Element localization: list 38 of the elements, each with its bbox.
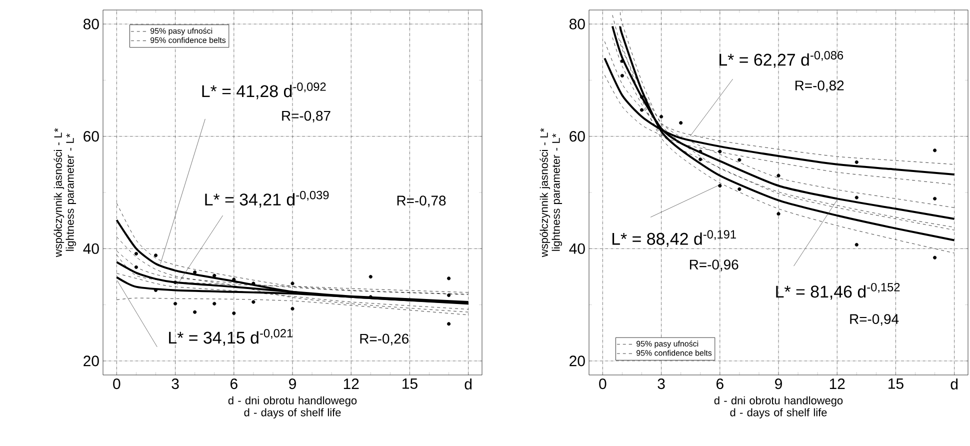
annotation: R=-0,78 bbox=[397, 196, 446, 208]
x-tick-label: d bbox=[950, 378, 958, 390]
annotation: L* = 88,42 d$^{-0,191}$ bbox=[612, 230, 736, 247]
x-tick-label: 3 bbox=[658, 378, 665, 390]
x-tick-label: 15 bbox=[402, 378, 418, 389]
annotation: R=-0,87 bbox=[282, 110, 330, 122]
annotation: R=-0,96 bbox=[690, 260, 738, 272]
y-tick-label: 80 bbox=[84, 18, 99, 30]
x-axis-title: d - dni obrotu handlowego d - days of shelf life bbox=[714, 396, 843, 418]
x-tick-label: 0 bbox=[113, 378, 120, 390]
x-tick-label: 12 bbox=[830, 378, 845, 389]
x-tick-label: 15 bbox=[888, 378, 904, 389]
annotation: R=-0,82 bbox=[795, 80, 844, 92]
x-tick-label: 6 bbox=[230, 378, 238, 390]
x-axis-title: d - dni obrotu handlowego d - days of shelf life bbox=[228, 396, 357, 418]
x-tick-label: 9 bbox=[289, 378, 296, 390]
annotation: L* = 34,21 d$^{-0,039}$ bbox=[205, 190, 329, 208]
annotation: L* = 34,15 d$^{-0,021}$ bbox=[169, 329, 293, 346]
y-tick-label: 80 bbox=[570, 18, 585, 30]
x-tick-label: 0 bbox=[599, 378, 606, 390]
x-tick-label: d bbox=[464, 378, 472, 390]
x-tick-label: 9 bbox=[775, 378, 782, 390]
annotation: L* = 81,46 d$^{-0,152}$ bbox=[776, 282, 900, 300]
annotation: R=-0,94 bbox=[850, 314, 899, 326]
y-tick-label: 60 bbox=[570, 131, 585, 142]
x-tick-label: 6 bbox=[716, 378, 724, 390]
y-tick-label: 20 bbox=[570, 356, 585, 366]
y-axis-title: współczynnik jasności - L* lightness parameter - L* bbox=[54, 128, 76, 258]
annotation: L* = 41,28 d$^{-0,092}$ bbox=[202, 82, 326, 100]
y-axis-title: współczynnik jasności - L* lightness parameter - L* bbox=[540, 128, 562, 258]
x-tick-label: 3 bbox=[172, 378, 179, 390]
annotation: L* = 62,27 d$^{-0,086}$ bbox=[720, 51, 844, 68]
annotation: R=-0,26 bbox=[360, 334, 409, 346]
y-tick-label: 60 bbox=[84, 131, 99, 142]
y-tick-label: 40 bbox=[569, 243, 585, 254]
y-tick-label: 20 bbox=[84, 356, 99, 366]
x-tick-label: 12 bbox=[344, 378, 359, 389]
y-tick-label: 40 bbox=[83, 243, 99, 254]
